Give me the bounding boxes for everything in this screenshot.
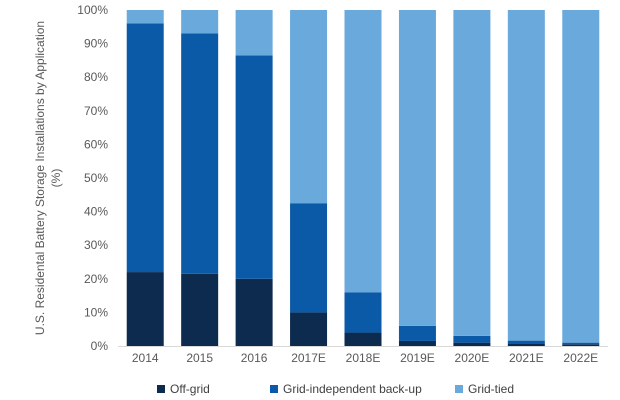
x-axis-ticks: 2014 2015 2016 2017E 2018E 2019E 2020E 2021E 202… <box>132 351 598 365</box>
bar-off-grid-2019e <box>398 340 436 346</box>
x-tick-label: 2015 <box>186 351 213 365</box>
y-tick-label: 0% <box>91 339 109 353</box>
legend-label: Grid-independent back-up <box>283 382 422 396</box>
bar-grid-independent-back-up-2016 <box>235 55 273 279</box>
x-tick-label: 2014 <box>132 351 159 365</box>
bar-grid-tied-2019e <box>398 10 436 326</box>
bar-grid-tied-2021e <box>507 10 545 341</box>
legend-label: Off-grid <box>170 382 210 396</box>
bar-off-grid-2021e <box>507 343 545 346</box>
y-axis-title-line1: U.S. Residental Battery Storage Installa… <box>33 21 47 335</box>
bar-grid-tied-2016 <box>235 10 273 56</box>
legend-swatch-off-grid <box>157 385 165 393</box>
y-tick-label: 20% <box>84 272 108 286</box>
y-tick-label: 60% <box>84 137 108 151</box>
bar-grid-independent-back-up-2017e <box>290 203 328 313</box>
bar-grid-tied-2020e <box>453 10 491 336</box>
x-tick-label: 2021E <box>509 351 544 365</box>
bar-grid-tied-2018e <box>344 10 382 293</box>
bar-off-grid-2016 <box>235 278 273 346</box>
bar-grid-tied-2022e <box>562 10 600 343</box>
y-axis-ticks: 0% 10% 20% 30% 40% 50% 60% 70% 80% 90% 100% <box>77 3 108 353</box>
bar-grid-tied-2017e <box>290 10 328 204</box>
x-tick-label: 2020E <box>455 351 490 365</box>
x-tick-label: 2019E <box>400 351 435 365</box>
bar-grid-independent-back-up-2020e <box>453 335 491 343</box>
bar-grid-independent-back-up-2022e <box>562 342 600 345</box>
bar-off-grid-2018e <box>344 332 382 346</box>
y-axis-title-line2: (%) <box>49 169 63 188</box>
bar-off-grid-2020e <box>453 342 491 346</box>
legend-swatch-grid-tied <box>455 385 463 393</box>
bar-off-grid-2022e <box>562 344 600 346</box>
bar-grid-independent-back-up-2021e <box>507 340 545 344</box>
bar-grid-independent-back-up-2018e <box>344 292 382 333</box>
y-tick-label: 70% <box>84 104 108 118</box>
bar-grid-tied-2014 <box>126 10 164 24</box>
legend-swatch-grid-independent-back-up <box>270 385 278 393</box>
x-tick-label: 2018E <box>346 351 381 365</box>
y-axis-title: U.S. Residental Battery Storage Installa… <box>33 21 63 335</box>
x-tick-label: 2017E <box>291 351 326 365</box>
bar-off-grid-2014 <box>126 272 164 346</box>
bar-grid-independent-back-up-2019e <box>398 325 436 341</box>
y-tick-label: 90% <box>84 37 108 51</box>
legend-label: Grid-tied <box>468 382 514 396</box>
y-tick-label: 100% <box>77 3 108 17</box>
x-tick-label: 2016 <box>241 351 268 365</box>
bars-group <box>126 10 600 346</box>
bar-off-grid-2017e <box>290 312 328 346</box>
y-tick-label: 10% <box>84 305 108 319</box>
y-tick-label: 40% <box>84 205 108 219</box>
legend: Off-grid Grid-independent back-up Grid-tie… <box>157 382 514 396</box>
bar-grid-independent-back-up-2014 <box>126 23 164 273</box>
bar-grid-independent-back-up-2015 <box>181 33 219 274</box>
y-tick-label: 30% <box>84 238 108 252</box>
bar-off-grid-2015 <box>181 273 219 346</box>
x-tick-label: 2022E <box>563 351 598 365</box>
y-tick-label: 80% <box>84 70 108 84</box>
y-tick-label: 50% <box>84 171 108 185</box>
bar-grid-tied-2015 <box>181 10 219 34</box>
